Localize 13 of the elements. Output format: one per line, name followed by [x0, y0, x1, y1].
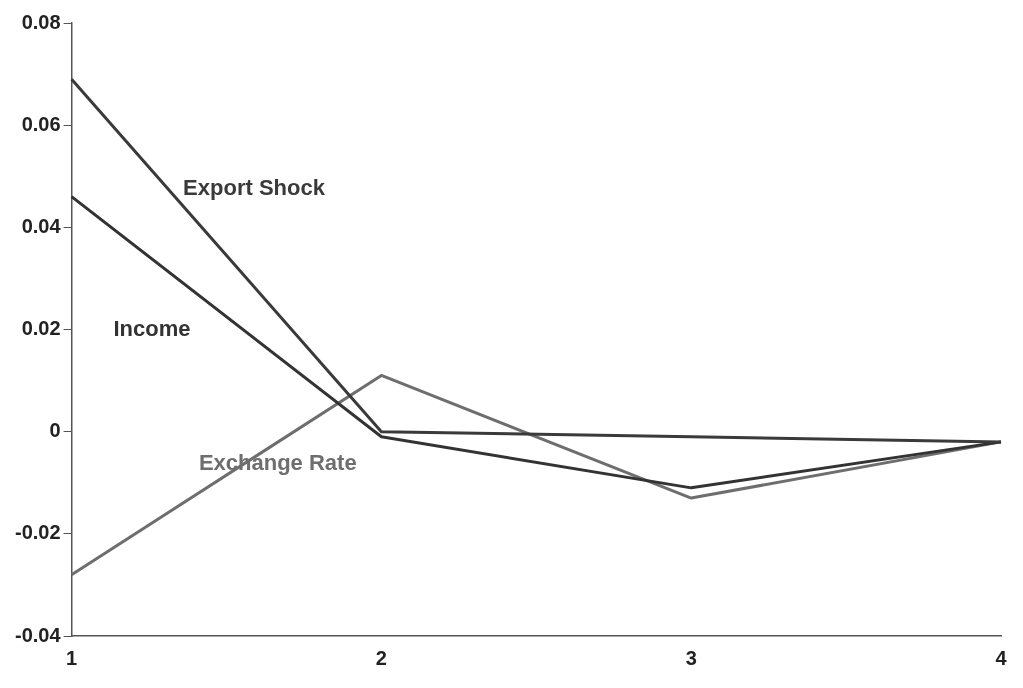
x-tick-label: 3	[685, 646, 697, 669]
series-label: Export Shock	[183, 174, 326, 200]
y-tick-label: 0.04	[21, 214, 62, 237]
x-tick-label: 2	[375, 646, 387, 669]
y-tick-label: 0	[49, 419, 61, 442]
x-tick-label: 4	[995, 646, 1008, 669]
y-tick-label: 0.06	[21, 112, 61, 135]
x-tick-label: 1	[66, 646, 78, 669]
y-tick-label: 0.02	[21, 317, 61, 340]
series-label: Income	[113, 315, 191, 341]
y-tick-label: 0.08	[21, 10, 61, 33]
y-tick-label: -0.04	[14, 623, 62, 646]
y-tick-label: -0.02	[14, 521, 61, 544]
